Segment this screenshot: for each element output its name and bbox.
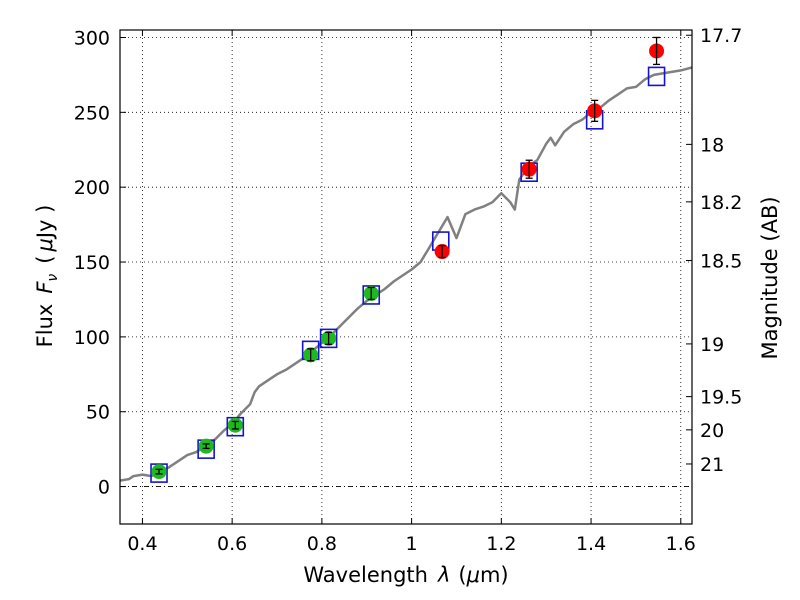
right-tick-label: 17.7: [700, 25, 742, 47]
x-tick-label: 0.8: [307, 533, 337, 555]
x-tick-label: 1: [406, 533, 418, 555]
model-point: [150, 463, 168, 483]
plot-frame: [119, 29, 693, 525]
y-tick-label: 300: [74, 27, 110, 49]
right-tick-label: 19.5: [700, 387, 742, 409]
x-axis-title: Wavelength λ (μm): [303, 563, 508, 587]
y-tick-label: 100: [74, 327, 110, 349]
right-axis-title: Magnitude (AB): [758, 196, 782, 359]
right-tick-label: 20: [700, 420, 724, 442]
y-tick-label: 250: [74, 102, 110, 124]
spectrum-line: [120, 66, 692, 482]
right-tick-label: 18: [700, 134, 724, 156]
model-point: [362, 285, 381, 305]
right-tick-label: 18.5: [700, 251, 742, 273]
model-point: [226, 416, 245, 437]
plot-area: [120, 36, 692, 483]
y-tick-label: 0: [98, 477, 110, 499]
right-tick-label: 19: [700, 334, 724, 356]
y-tick-label: 150: [74, 252, 110, 274]
x-tick-label: 1.2: [486, 533, 516, 555]
y-axis-title: FluxFν(μJy ): [33, 205, 61, 348]
x-tick-label: 1.6: [666, 533, 696, 555]
right-tick-label: 18.2: [700, 192, 742, 214]
y-tick-label: 50: [86, 402, 110, 424]
x-tick-label: 0.6: [217, 533, 247, 555]
model-point: [647, 66, 666, 87]
axes: 0.4 0.6 0.8 1 1.2 1.4 1.6 0 50 100 150 200 250 300 17.…: [74, 25, 743, 555]
plot-content: [120, 36, 692, 483]
model-point: [319, 328, 338, 349]
right-tick-label: 21: [700, 454, 724, 476]
y-tick-label: 200: [74, 177, 110, 199]
x-tick-label: 1.4: [576, 533, 606, 555]
x-tick-label: 0.4: [127, 533, 157, 555]
